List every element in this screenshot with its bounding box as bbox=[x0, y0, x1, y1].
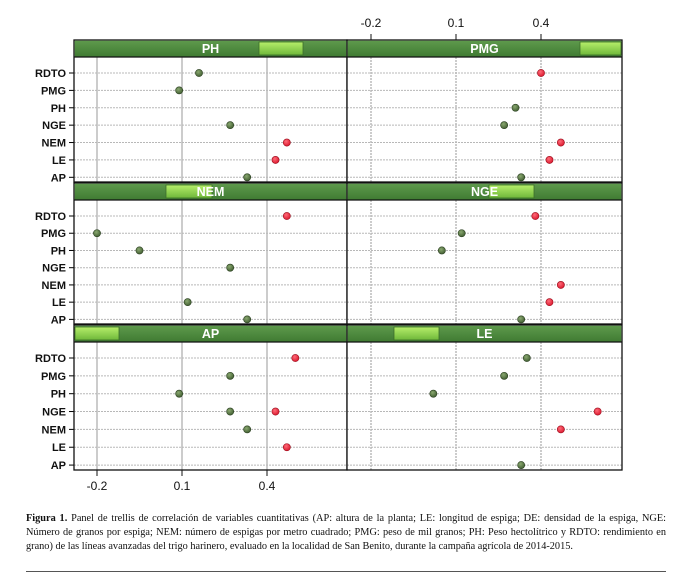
data-point-rdto bbox=[291, 354, 300, 362]
strip-level-indicator bbox=[74, 326, 120, 341]
strip-level-indicator bbox=[258, 41, 304, 56]
strip-header bbox=[347, 183, 622, 200]
data-point-nge bbox=[226, 263, 235, 272]
data-point-nge bbox=[593, 407, 602, 416]
y-tick-label: AP bbox=[51, 314, 66, 326]
data-point-rdto bbox=[537, 69, 545, 77]
data-point-nge bbox=[271, 407, 280, 416]
strip-header bbox=[347, 40, 622, 57]
panel-nem: RDTO PMG PH NGE NEM LE AP NEM bbox=[35, 182, 348, 326]
strip-title: PH bbox=[202, 42, 219, 56]
panel-le: LE bbox=[346, 324, 623, 471]
x-tick-label-bottom: -0.2 bbox=[87, 479, 108, 493]
data-point-pmg bbox=[457, 229, 466, 238]
panel-ph: RDTO PMG PH NGE NEM LE AP PH bbox=[35, 39, 348, 184]
data-point-rdto bbox=[195, 69, 203, 77]
caption-label: Figura 1. bbox=[26, 513, 68, 524]
strip-title: NGE bbox=[471, 185, 498, 199]
y-tick-label: NEM bbox=[42, 424, 66, 436]
panel-ap: RDTO PMG PH NGE NEM LE AP AP bbox=[35, 324, 348, 472]
y-tick-label: RDTO bbox=[35, 353, 66, 365]
strip-title: PMG bbox=[470, 42, 498, 56]
x-tick-label-bottom: 0.4 bbox=[259, 479, 276, 493]
strip-header bbox=[74, 325, 347, 342]
y-tick-label: NGE bbox=[42, 407, 66, 419]
y-tick-label: NEM bbox=[42, 280, 66, 292]
data-point-rdto bbox=[282, 212, 291, 220]
data-point-ap bbox=[517, 173, 526, 182]
y-tick-label: PH bbox=[51, 103, 66, 115]
data-point-ph bbox=[511, 103, 520, 112]
y-tick-label: NEM bbox=[42, 138, 66, 150]
data-point-pmg bbox=[175, 86, 184, 95]
x-tick-label-top: 0.1 bbox=[448, 16, 465, 30]
data-point-rdto bbox=[531, 212, 540, 220]
data-point-le bbox=[183, 298, 192, 307]
panel-border bbox=[346, 324, 623, 471]
data-point-ap bbox=[517, 315, 526, 324]
y-tick-label: PH bbox=[51, 389, 66, 401]
y-tick-label: RDTO bbox=[35, 211, 66, 223]
panel-border bbox=[346, 182, 623, 325]
y-tick-label: LE bbox=[52, 442, 66, 454]
plot-area bbox=[74, 200, 347, 324]
data-point-nem bbox=[282, 138, 291, 147]
panel-pmg: PMG bbox=[346, 39, 623, 183]
plot-area bbox=[347, 57, 622, 182]
data-point-nge bbox=[226, 121, 235, 130]
data-point-le bbox=[282, 443, 291, 452]
plot-area bbox=[347, 342, 622, 470]
strip-title: NEM bbox=[197, 185, 225, 199]
data-point-le bbox=[545, 156, 554, 164]
plot-area bbox=[74, 342, 347, 470]
y-tick-label: LE bbox=[52, 155, 66, 167]
data-point-nge bbox=[226, 407, 235, 416]
caption-text: Panel de trellis de correlación de varia… bbox=[26, 513, 667, 553]
data-point-ap bbox=[243, 315, 252, 324]
y-tick-label: PMG bbox=[41, 228, 66, 240]
data-point-nge bbox=[500, 121, 509, 130]
x-tick-label-top: -0.2 bbox=[361, 16, 382, 30]
data-point-ph bbox=[175, 389, 184, 398]
data-point-rdto bbox=[522, 354, 531, 362]
data-point-pmg bbox=[500, 371, 509, 380]
caption-divider bbox=[26, 571, 666, 572]
data-point-le bbox=[271, 156, 280, 164]
x-tick-label-top: 0.4 bbox=[533, 16, 550, 30]
trellis-chart: RDTO PMG PH NGE NEM LE AP PH PMG RDTO PMG PH NGE NEM L… bbox=[35, 16, 623, 493]
figure-caption: Figura 1. Panel de trellis de correlació… bbox=[26, 512, 666, 555]
data-point-le bbox=[545, 298, 554, 307]
strip-level-indicator bbox=[165, 184, 213, 199]
y-tick-label: AP bbox=[51, 172, 66, 184]
plot-area bbox=[347, 200, 622, 324]
panel-border bbox=[346, 39, 623, 183]
data-point-nem bbox=[556, 138, 565, 147]
strip-level-indicator bbox=[579, 41, 622, 56]
strip-title: AP bbox=[202, 327, 219, 341]
y-tick-label: NGE bbox=[42, 263, 66, 275]
y-tick-label: RDTO bbox=[35, 68, 66, 80]
strip-level-indicator bbox=[488, 184, 535, 199]
data-point-ph bbox=[429, 389, 438, 398]
y-tick-label: PMG bbox=[41, 371, 66, 383]
y-tick-label: NGE bbox=[42, 120, 66, 132]
data-point-ap bbox=[243, 173, 252, 182]
data-point-nem bbox=[556, 281, 565, 289]
data-point-nem bbox=[556, 425, 565, 434]
y-tick-label: LE bbox=[52, 297, 66, 309]
data-point-ap bbox=[517, 461, 526, 469]
data-point-pmg bbox=[93, 229, 101, 238]
data-point-ph bbox=[135, 246, 144, 255]
data-point-nem bbox=[243, 425, 252, 434]
y-tick-label: PH bbox=[51, 245, 66, 257]
panel-nge: NGE bbox=[346, 182, 623, 325]
strip-level-indicator bbox=[393, 326, 440, 341]
data-point-ph bbox=[437, 246, 446, 255]
x-tick-label-bottom: 0.1 bbox=[174, 479, 191, 493]
data-point-pmg bbox=[226, 371, 235, 380]
y-tick-label: PMG bbox=[41, 85, 66, 97]
strip-title: LE bbox=[477, 327, 493, 341]
plot-area bbox=[74, 57, 347, 182]
y-tick-label: AP bbox=[51, 460, 66, 472]
